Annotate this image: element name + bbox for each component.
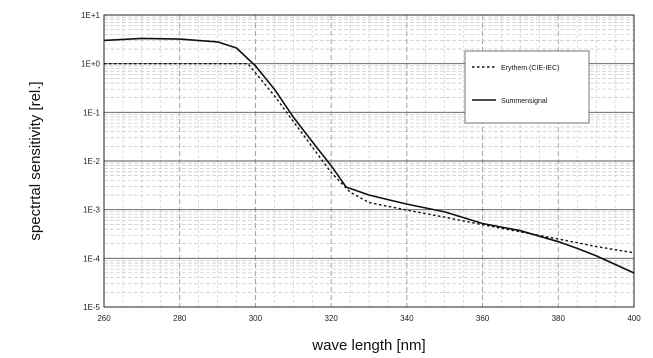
x-tick-label: 300 (249, 314, 263, 323)
legend-label-summensignal: Summensignal (501, 98, 548, 105)
y-tick-label: 1E-4 (83, 254, 100, 263)
x-tick-label: 400 (627, 314, 641, 323)
series-lines (103, 37, 635, 274)
y-tick-label: 1E-2 (83, 157, 100, 166)
x-axis-ticks: 260 280 300 320 340 360 380 400 (97, 314, 641, 323)
y-axis-ticks: 1E+1 1E+0 1E-1 1E-2 1E-3 1E-4 1E-5 (81, 11, 100, 312)
legend-label-erythem: Erythem (CIE-IEC) (501, 65, 559, 72)
series-line-summensignal (103, 37, 635, 274)
legend: Erythem (CIE-IEC) Summensignal (464, 50, 590, 124)
legend-box (464, 50, 590, 124)
x-tick-label: 360 (476, 314, 490, 323)
y-tick-label: 1E+1 (81, 11, 100, 20)
y-axis-title: spectrtal sensitivity [rel.] (27, 81, 44, 240)
y-tick-label: 1E-3 (83, 206, 100, 215)
y-tick-label: 1E-5 (83, 303, 100, 312)
x-tick-label: 340 (400, 314, 414, 323)
series-line-erythem (104, 62, 635, 254)
y-tick-label: 1E-1 (83, 108, 100, 117)
x-tick-label: 320 (324, 314, 338, 323)
x-tick-label: 380 (552, 314, 566, 323)
y-tick-label: 1E+0 (81, 60, 100, 69)
x-axis-title: wave length [nm] (311, 337, 425, 354)
x-tick-label: 280 (173, 314, 187, 323)
plot-frame (103, 14, 635, 308)
x-tick-label: 260 (97, 314, 111, 323)
